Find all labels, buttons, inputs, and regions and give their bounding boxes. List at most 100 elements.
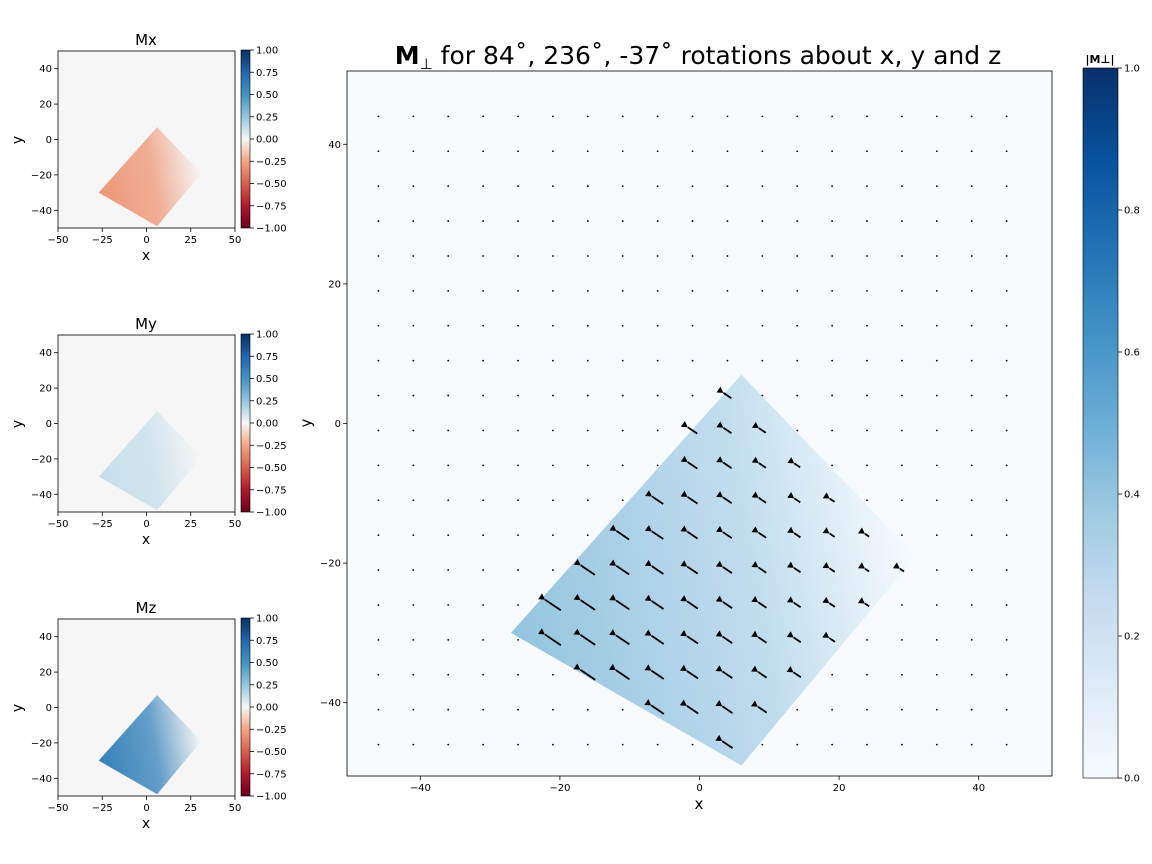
colorbar-tick-label: −0.50 xyxy=(256,463,287,474)
quiver-point xyxy=(935,569,938,571)
quiver-point xyxy=(970,150,973,153)
y-axis-label: y xyxy=(10,136,26,144)
quiver-point xyxy=(935,708,938,711)
y-axis-label: y xyxy=(10,420,26,428)
quiver-point xyxy=(377,604,380,606)
quiver-point xyxy=(517,359,519,362)
quiver-point xyxy=(935,150,938,153)
quiver-point xyxy=(831,324,834,327)
quiver-arrow-shaft xyxy=(580,599,596,611)
quiver-point xyxy=(482,638,485,641)
quiver-point xyxy=(935,604,938,606)
quiver-point xyxy=(482,673,485,676)
colorbar-tick-label: 1.0 xyxy=(1124,64,1140,75)
quiver-arrow-head xyxy=(751,491,759,498)
quiver-arrow-shaft xyxy=(758,531,767,539)
quiver-point xyxy=(586,255,589,257)
x-tick-label: 20 xyxy=(833,783,846,794)
quiver-point xyxy=(447,604,450,606)
colorbar-tick-label: 0.6 xyxy=(1124,348,1140,359)
quiver-point xyxy=(970,324,973,327)
quiver-point xyxy=(901,324,903,327)
quiver-point xyxy=(796,289,799,292)
x-tick-label: 0 xyxy=(143,235,149,246)
quiver-point xyxy=(377,324,380,327)
quiver-point xyxy=(970,743,973,746)
y-tick-label: 0 xyxy=(46,703,52,714)
quiver-point xyxy=(552,673,554,676)
quiver-arrow-shaft xyxy=(615,634,630,646)
quiver-point xyxy=(970,569,973,571)
quiver-point xyxy=(412,185,415,188)
quiver-point xyxy=(656,289,659,292)
quiver-arrow-head xyxy=(680,595,688,602)
quiver-point xyxy=(412,115,415,118)
colorbar-tick-label: 0.50 xyxy=(256,658,278,669)
colorbar-tick-label: 0.50 xyxy=(256,90,278,101)
quiver-point xyxy=(482,604,485,606)
quiver-point xyxy=(586,115,589,118)
quiver-arrow-head xyxy=(892,562,900,569)
quiver-point xyxy=(586,220,589,222)
quiver-point xyxy=(656,743,659,746)
x-axis-label: x xyxy=(695,795,704,813)
quiver-arrow-head xyxy=(750,700,758,707)
quiver-point xyxy=(866,255,868,257)
quiver-point xyxy=(552,115,554,118)
quiver-point xyxy=(691,185,694,188)
quiver-point xyxy=(935,638,938,641)
quiver-arrow-shaft xyxy=(579,634,596,646)
quiver-arrow-shaft xyxy=(828,602,836,608)
colorbar-tick-label: −0.25 xyxy=(256,441,287,452)
quiver-point xyxy=(901,289,903,292)
y-tick-label: −20 xyxy=(31,738,52,749)
quiver-point xyxy=(901,359,903,362)
quiver-point xyxy=(656,359,659,362)
quiver-point xyxy=(935,743,938,746)
quiver-point xyxy=(586,534,589,537)
colorbar xyxy=(240,49,251,229)
x-tick-label: 0 xyxy=(696,783,702,794)
quiver-point xyxy=(691,115,694,118)
quiver-point xyxy=(412,604,415,606)
quiver-point xyxy=(377,638,380,641)
quiver-point xyxy=(377,359,380,362)
quiver-arrow-shaft xyxy=(544,633,562,647)
quiver-point xyxy=(1005,708,1008,711)
quiver-point xyxy=(447,708,450,711)
quiver-point xyxy=(866,499,868,502)
y-tick-label: −40 xyxy=(31,206,52,217)
quiver-point xyxy=(970,429,973,432)
quiver-arrow-shaft xyxy=(686,670,699,680)
quiver-point xyxy=(796,150,799,153)
quiver-point xyxy=(621,255,624,257)
quiver-point xyxy=(482,185,485,188)
quiver-point xyxy=(586,150,589,153)
quiver-point xyxy=(412,394,415,397)
x-tick-label: −50 xyxy=(47,803,68,814)
x-tick-label: 25 xyxy=(184,803,197,814)
quiver-arrow-shaft xyxy=(722,601,733,609)
quiver-point xyxy=(1005,429,1008,432)
x-tick-label: 50 xyxy=(229,803,242,814)
y-tick-label: 0 xyxy=(46,135,52,146)
quiver-point xyxy=(447,569,450,571)
quiver-point xyxy=(831,359,834,362)
quiver-point xyxy=(935,255,938,257)
x-axis-label: x xyxy=(142,532,150,548)
quiver-point xyxy=(866,289,868,292)
quiver-point xyxy=(447,115,450,118)
quiver-arrow-head xyxy=(609,559,617,566)
quiver-arrow-head xyxy=(822,527,830,534)
quiver-point xyxy=(866,185,868,188)
quiver-point xyxy=(552,359,554,362)
quiver-point xyxy=(935,394,938,397)
quiver-arrow-head xyxy=(538,593,546,600)
quiver-arrow-shaft xyxy=(651,565,664,575)
quiver-point xyxy=(866,220,868,222)
quiver-point xyxy=(691,324,694,327)
quiver-arrow-shaft xyxy=(864,567,870,573)
quiver-point xyxy=(901,185,903,188)
quiver-point xyxy=(691,289,694,292)
quiver-point xyxy=(1005,673,1008,676)
